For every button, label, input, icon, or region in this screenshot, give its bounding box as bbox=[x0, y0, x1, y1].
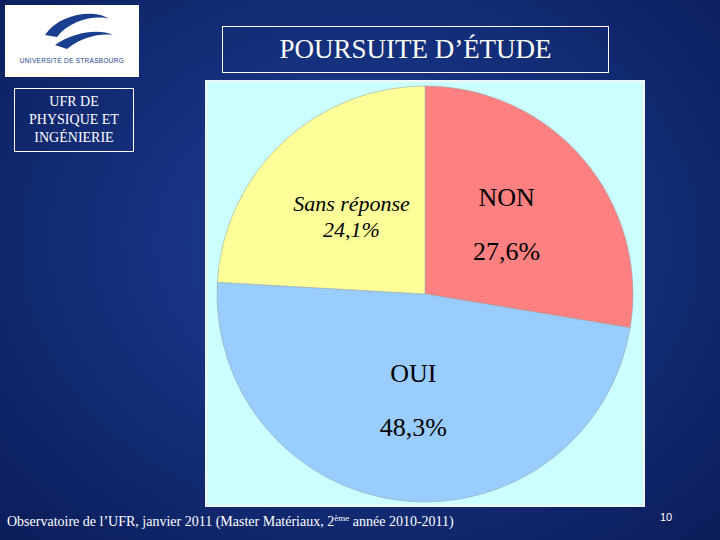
svg-text:24,1%: 24,1% bbox=[323, 217, 380, 242]
html-text:Observatoire de l’UFR, janvier: Observatoire de l’UFR, janvier 2011 (Mas… bbox=[7, 513, 454, 529]
svg-text:Sans réponse: Sans réponse bbox=[293, 191, 410, 216]
html-text:INGÉNIERIE: INGÉNIERIE bbox=[34, 130, 114, 145]
svg-text:27,6%: 27,6% bbox=[473, 237, 540, 266]
html-text:PHYSIQUE ET: PHYSIQUE ET bbox=[29, 112, 119, 127]
svg-text:OUI: OUI bbox=[390, 359, 436, 388]
html-text:UFR DE: UFR DE bbox=[49, 94, 99, 109]
html-text:UNIVERSITÉ DE STRASBOURG: UNIVERSITÉ DE STRASBOURG bbox=[19, 57, 125, 64]
html-text:10: 10 bbox=[660, 511, 673, 523]
html-text:POURSUITE D’ÉTUDE: POURSUITE D’ÉTUDE bbox=[279, 34, 552, 64]
svg-text:NON: NON bbox=[478, 183, 535, 212]
svg-text:48,3%: 48,3% bbox=[380, 413, 447, 442]
